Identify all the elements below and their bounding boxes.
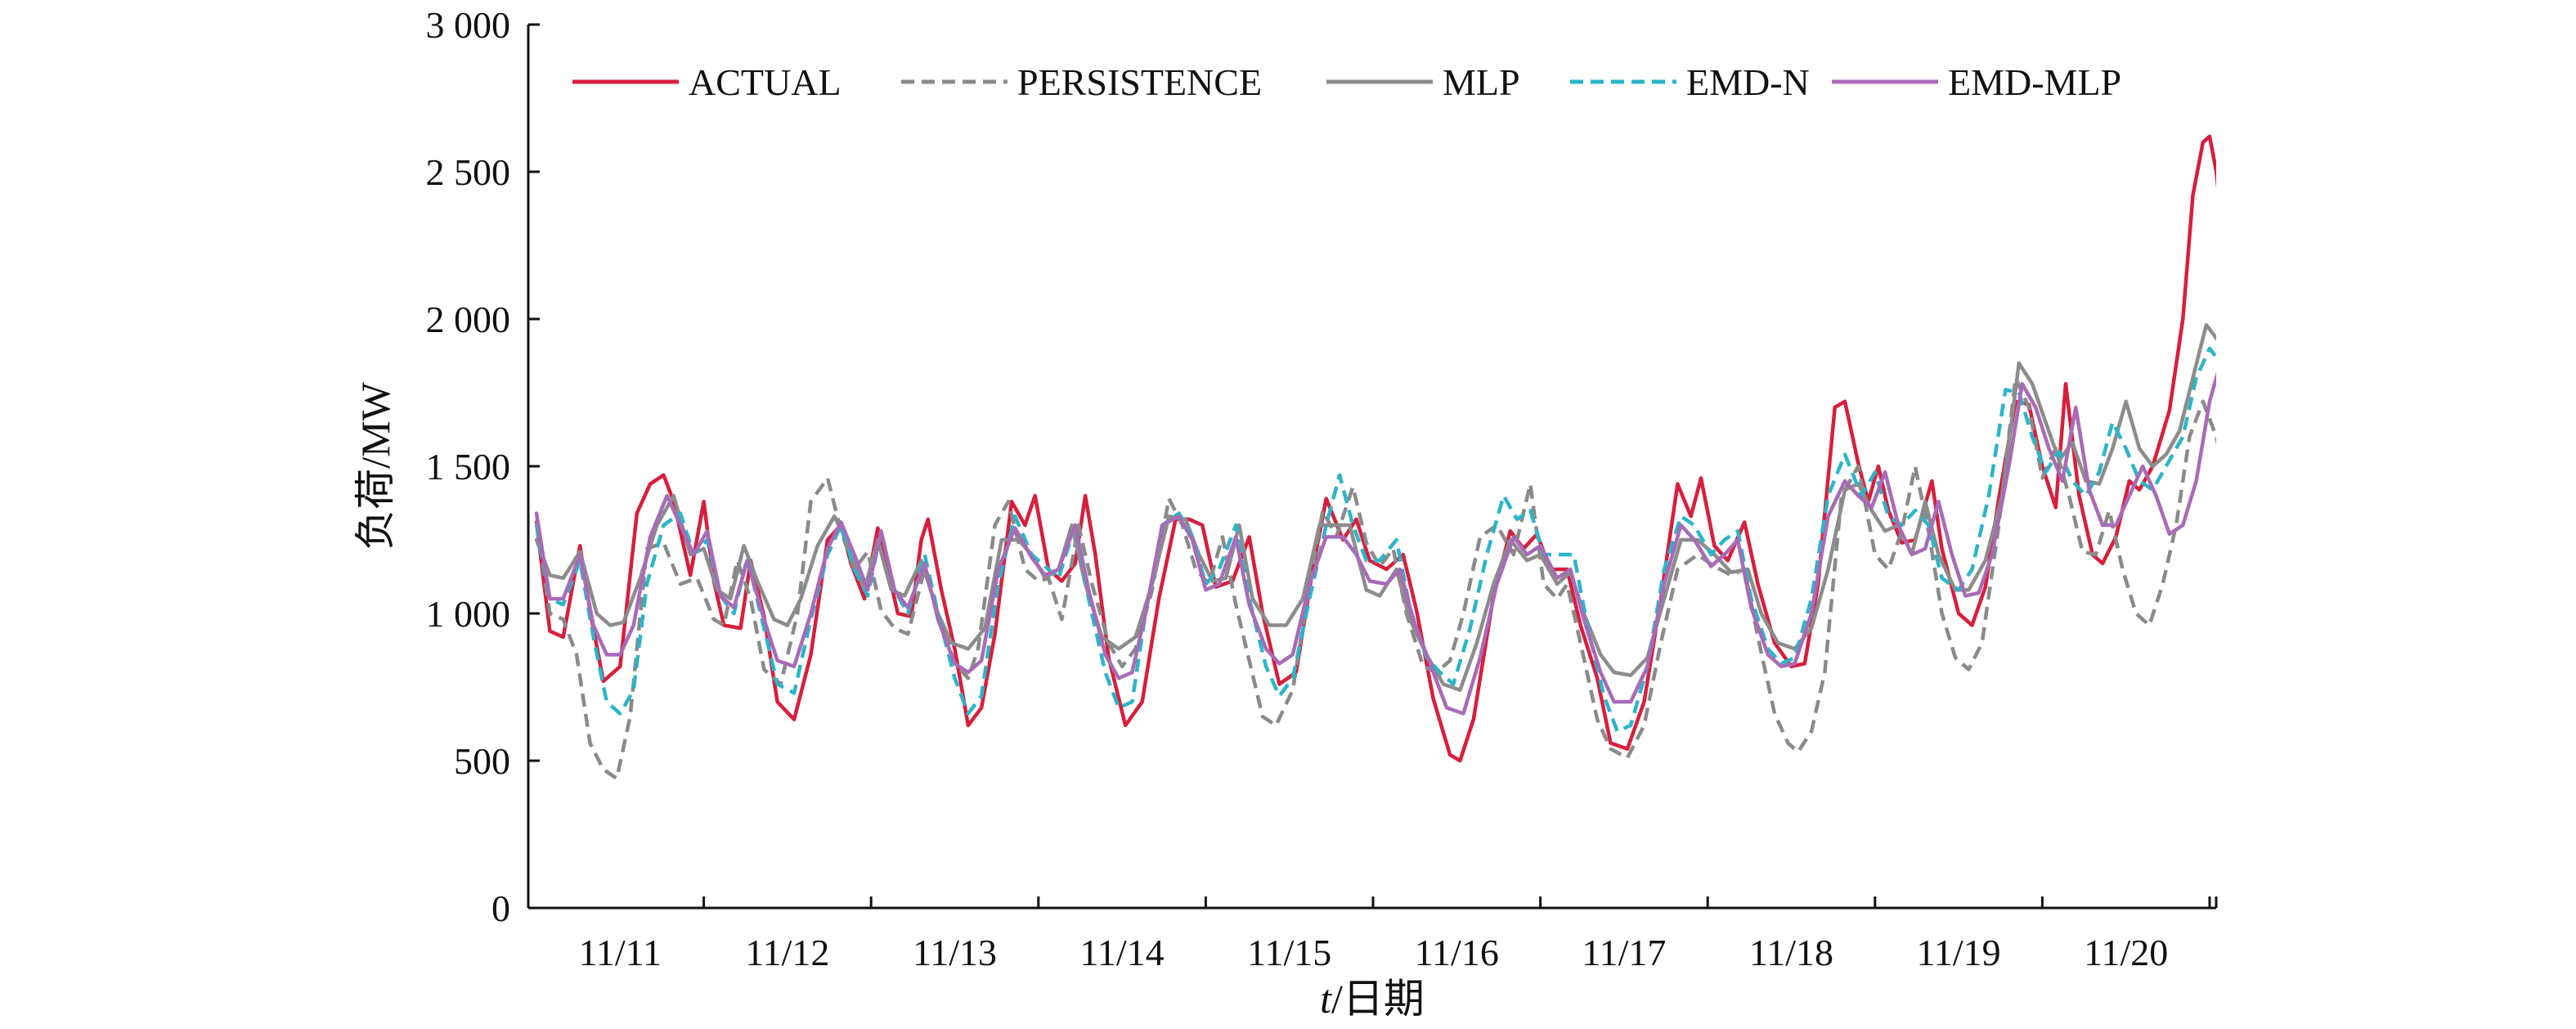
y-tick-label: 500 bbox=[454, 740, 510, 782]
legend-label-persistence: PERSISTENCE bbox=[1017, 61, 1262, 103]
x-axis-label-var: t bbox=[1320, 976, 1332, 1022]
legend: ACTUAL PERSISTENCE MLP EMD-N EMD-MLP bbox=[572, 61, 2121, 103]
x-tick-label: 11/11 bbox=[579, 932, 662, 973]
x-tick-label: 11/17 bbox=[1582, 932, 1666, 973]
series-line-mlp bbox=[534, 322, 2216, 692]
y-axis-label: 负荷/MW bbox=[352, 381, 398, 550]
y-tick-label: 3 000 bbox=[426, 4, 511, 46]
axes: 0 500 1 000 1 500 2 000 2 500 3 000 11/11 11/12 1… bbox=[426, 4, 2218, 973]
x-axis-label-text: /日期 bbox=[1331, 976, 1425, 1022]
plot-area bbox=[534, 134, 2216, 780]
legend-label-mlp: MLP bbox=[1443, 61, 1520, 103]
x-tick-label: 11/14 bbox=[1080, 932, 1165, 973]
legend-label-actual: ACTUAL bbox=[689, 61, 841, 103]
x-tick-label: 11/13 bbox=[913, 932, 997, 973]
x-tick-label: 11/15 bbox=[1247, 932, 1331, 973]
x-tick-label: 11/16 bbox=[1415, 932, 1499, 973]
x-tick-label: 11/19 bbox=[1917, 932, 2001, 973]
legend-label-emd-n: EMD-N bbox=[1686, 61, 1810, 103]
x-tick-label: 11/18 bbox=[1749, 932, 1833, 973]
y-tick-label: 1 000 bbox=[426, 593, 511, 635]
y-tick-label: 2 500 bbox=[426, 151, 511, 193]
x-tick-label: 11/20 bbox=[2084, 932, 2168, 973]
x-tick-label: 11/12 bbox=[745, 932, 829, 973]
y-tick-label: 1 500 bbox=[426, 446, 511, 488]
series-line-emd-mlp bbox=[534, 371, 2216, 716]
y-tick-label: 2 000 bbox=[426, 299, 511, 340]
y-tick-label: 0 bbox=[491, 887, 510, 929]
x-axis-label: t/日期 bbox=[1320, 976, 1425, 1022]
legend-label-emd-mlp: EMD-MLP bbox=[1948, 61, 2121, 103]
